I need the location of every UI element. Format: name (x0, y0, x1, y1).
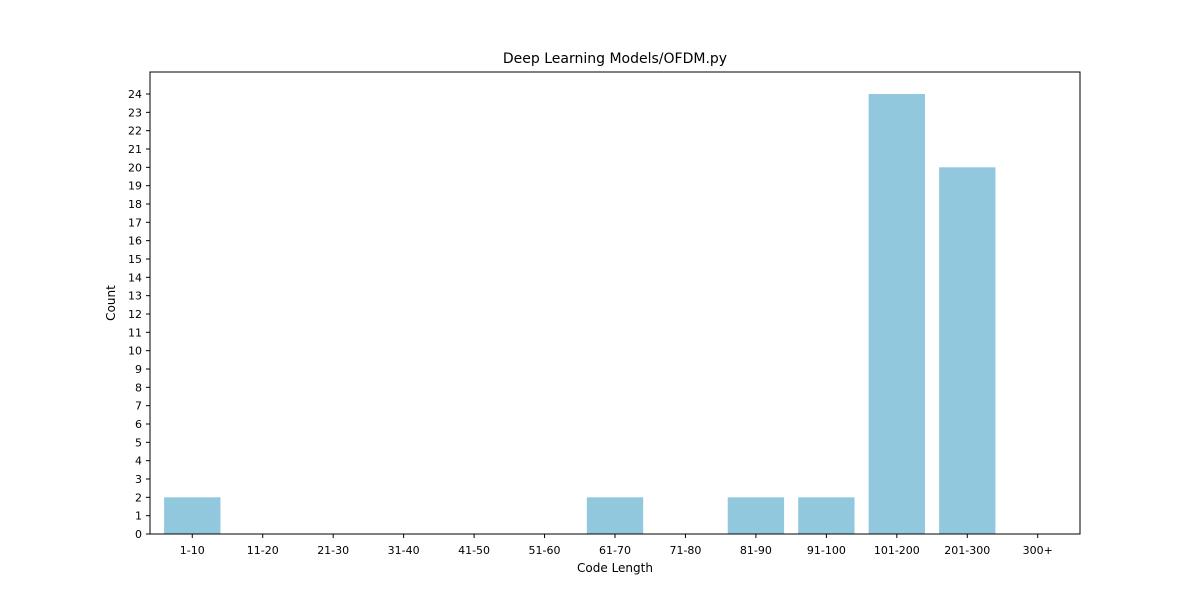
x-tick-label: 101-200 (874, 544, 920, 557)
x-axis-label: Code Length (577, 561, 653, 575)
bars-layer (164, 94, 996, 535)
x-tick-label: 71-80 (669, 544, 701, 557)
x-tick-label: 201-300 (944, 544, 990, 557)
y-tick-label: 21 (128, 143, 142, 156)
y-tick-label: 5 (135, 436, 142, 449)
chart-title: Deep Learning Models/OFDM.py (503, 51, 727, 67)
bar-101-200 (868, 94, 925, 534)
y-tick-label: 3 (135, 473, 142, 486)
y-tick-label: 1 (135, 510, 142, 523)
y-tick-label: 12 (128, 308, 142, 321)
y-tick-label: 11 (128, 326, 142, 339)
bar-201-300 (939, 167, 996, 535)
x-tick-label: 300+ (1023, 544, 1053, 557)
bar-91-100 (798, 497, 855, 534)
y-tick-label: 14 (128, 271, 142, 284)
x-tick-label: 51-60 (529, 544, 561, 557)
y-tick-label: 19 (128, 180, 142, 193)
y-tick-label: 17 (128, 216, 142, 229)
y-tick-label: 15 (128, 253, 142, 266)
bar-81-90 (727, 497, 785, 534)
y-tick-label: 23 (128, 106, 142, 119)
bar-61-70 (586, 497, 644, 534)
y-axis-label: Count (104, 285, 118, 321)
x-tick-label: 61-70 (599, 544, 631, 557)
x-tick-label: 21-30 (317, 544, 349, 557)
y-tick-label: 9 (135, 363, 142, 376)
y-tick-label: 7 (135, 400, 142, 413)
y-tick-label: 16 (128, 235, 142, 248)
y-tick-label: 20 (128, 161, 142, 174)
x-tick-label: 91-100 (807, 544, 846, 557)
y-tick-label: 13 (128, 290, 142, 303)
y-tick-label: 24 (128, 88, 142, 101)
y-tick-label: 6 (135, 418, 142, 431)
x-tick-label: 1-10 (180, 544, 205, 557)
y-tick-label: 0 (135, 528, 142, 541)
y-tick-label: 2 (135, 491, 142, 504)
y-tick-label: 18 (128, 198, 142, 211)
x-tick-label: 11-20 (247, 544, 279, 557)
y-tick-label: 10 (128, 345, 142, 358)
x-tick-label: 81-90 (740, 544, 772, 557)
y-tick-label: 4 (135, 455, 142, 468)
x-tick-label: 41-50 (458, 544, 490, 557)
y-tick-label: 22 (128, 125, 142, 138)
y-tick-label: 8 (135, 381, 142, 394)
x-tick-label: 31-40 (388, 544, 420, 557)
bar-1-10 (164, 497, 221, 534)
x-ticks: 1-10 11-20 21-30 31-40 41-50 51-60 61-70 71-80 8… (180, 534, 1053, 557)
